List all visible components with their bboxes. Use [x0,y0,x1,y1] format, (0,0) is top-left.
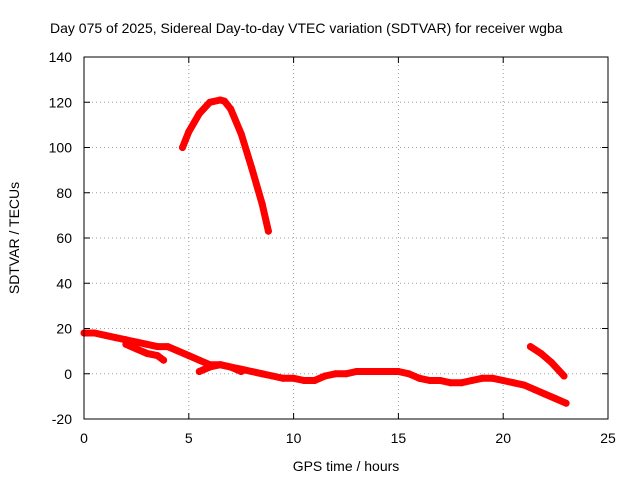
data-point [185,128,193,136]
data-point [258,200,266,208]
data-point [394,368,402,375]
data-point [237,368,245,375]
data-point [132,345,140,353]
data-point [206,98,214,106]
x-tick-label: 5 [185,430,193,446]
data-point [363,368,371,375]
y-tick-label: 60 [56,230,72,246]
data-point [143,340,151,348]
data-point [537,349,545,357]
data-point [468,377,476,384]
data-point [248,368,256,375]
y-tick-label: 80 [56,185,72,201]
data-point [426,377,434,384]
data-point [195,356,203,364]
data-point [332,370,339,378]
y-tick-label: 140 [49,49,73,65]
data-point [185,352,193,360]
x-tick-label: 20 [495,430,511,446]
data-point [560,372,568,380]
data-point [342,370,350,378]
data-point [562,399,570,407]
y-tick-label: 20 [56,321,72,337]
data-point [531,386,539,394]
grid-lines [84,57,608,419]
data-point [353,368,360,375]
data-point [300,377,308,384]
data-point [132,338,140,346]
data-point [447,379,455,387]
data-point [153,352,161,360]
chart-title: Day 075 of 2025, Sidereal Day-to-day VTE… [50,20,563,36]
data-point [478,374,486,382]
data-point [258,370,266,378]
y-tick-label: 40 [56,275,72,291]
data-point [179,144,186,151]
data-point [436,377,444,384]
x-tick-label: 10 [286,430,302,446]
x-axis-title: GPS time / hours [293,458,400,474]
data-point [122,340,130,348]
data-point [111,334,119,342]
data-point [499,377,507,384]
data-point [279,374,287,382]
data-point [216,361,224,369]
data-point [526,343,534,351]
data-point [227,363,235,371]
x-tick-label: 15 [391,430,407,446]
data-point [220,97,228,105]
x-tick-label: 0 [80,430,88,446]
data-point [547,358,555,366]
data-point [160,356,168,364]
data-point [269,372,277,380]
y-tick-label: 100 [49,140,73,156]
y-tick-label: -20 [52,411,72,427]
data-point [520,381,528,389]
y-tick-label: 120 [49,94,73,110]
data-point [311,377,319,384]
data-point [174,347,182,355]
data-point [143,349,151,357]
y-axis-title: SDTVAR / TECUs [6,182,22,294]
data-point [552,395,560,403]
data-point [227,105,235,113]
data-point [206,363,214,371]
data-point [489,374,497,382]
data-point [457,379,465,387]
series-arc-late [526,343,568,380]
data-series [80,96,570,407]
data-point [415,374,423,382]
data-point [91,329,98,337]
data-point [405,370,413,378]
data-point [164,343,172,351]
data-point [321,372,329,380]
data-point [541,390,549,398]
data-point [373,368,381,375]
data-point [153,343,161,351]
data-point [101,331,109,339]
y-tick-label: 0 [64,366,72,382]
data-point [290,374,298,382]
data-point [237,130,245,138]
data-point [510,379,518,387]
axis-ticks: 0 5 10 15 20 25 -20 0 20 40 60 80 100 120 140 [49,49,616,446]
data-point [195,368,203,375]
data-point [248,164,256,172]
x-tick-label: 25 [600,430,616,446]
data-point [384,368,392,375]
data-point [195,110,203,118]
data-point [264,227,272,235]
